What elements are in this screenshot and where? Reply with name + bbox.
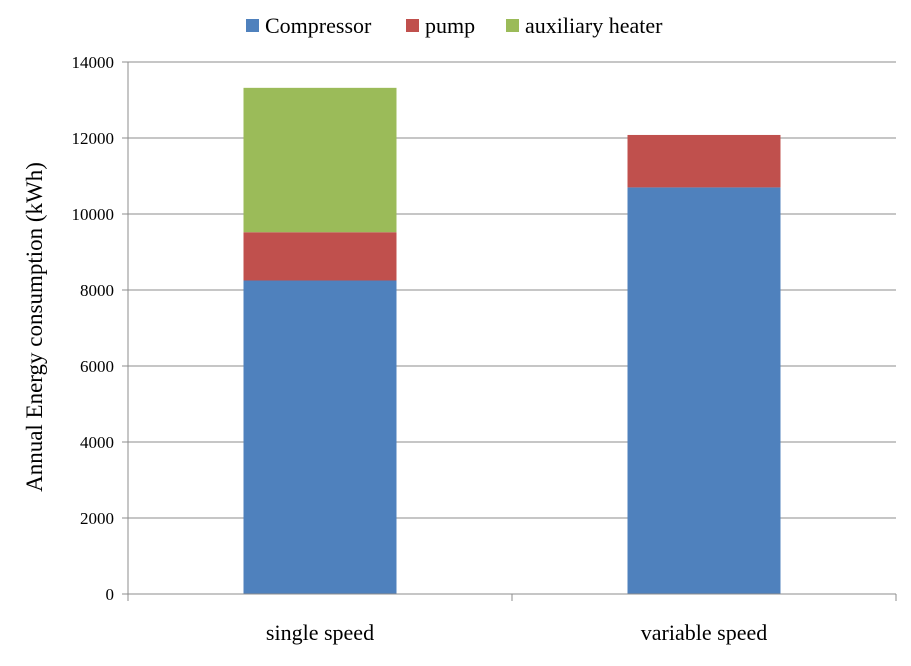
x-category-labels: single speed variable speed	[266, 620, 767, 645]
legend-swatch	[406, 19, 419, 32]
bar-auxiliary-heater-single-speed	[243, 87, 397, 233]
bar-compressor-variable-speed	[627, 187, 781, 594]
legend-swatch	[246, 19, 259, 32]
legend-label: Compressor	[265, 13, 372, 38]
y-tick-label: 12000	[72, 129, 115, 148]
axes	[127, 62, 897, 601]
y-tick-label: 14000	[72, 53, 115, 72]
y-tick-label: 8000	[80, 281, 114, 300]
y-tick-labels: 0 2000 4000 6000 8000 10000 12000 14000	[72, 53, 115, 604]
y-axis-title: Annual Energy consumption (kWh)	[22, 162, 47, 492]
y-tick-label: 4000	[80, 433, 114, 452]
legend: Compressor pump auxiliary heater	[246, 13, 663, 38]
bar-pump-single-speed	[243, 232, 397, 281]
x-category-label: variable speed	[641, 620, 767, 645]
bars	[243, 87, 781, 594]
bar-compressor-single-speed	[243, 280, 397, 594]
y-tick-label: 6000	[80, 357, 114, 376]
x-category-label: single speed	[266, 620, 374, 645]
legend-label: auxiliary heater	[525, 13, 663, 38]
y-tick-label: 2000	[80, 509, 114, 528]
legend-label: pump	[425, 13, 475, 38]
y-tick-label: 10000	[72, 205, 115, 224]
bar-pump-variable-speed	[627, 134, 781, 188]
legend-swatch	[506, 19, 519, 32]
y-tick-label: 0	[106, 585, 115, 604]
